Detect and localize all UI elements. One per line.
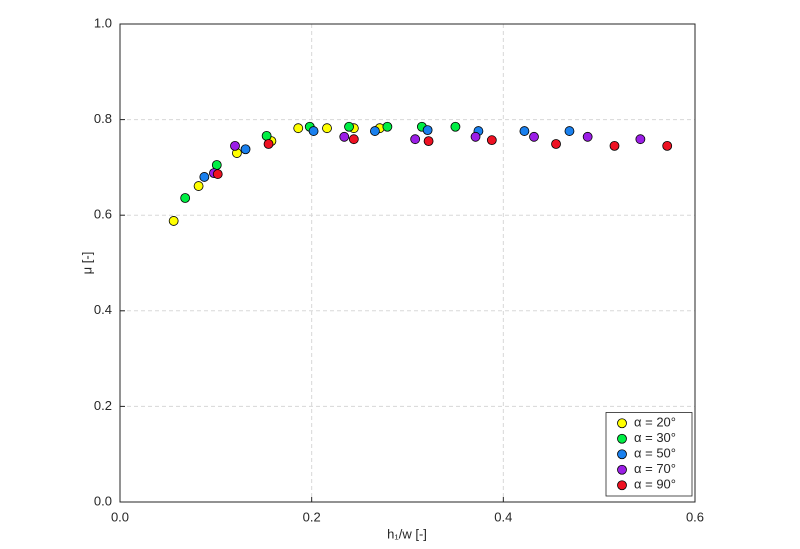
y-tick-label: 0.0 (94, 493, 112, 508)
legend-marker (617, 480, 627, 491)
plot-area (120, 24, 695, 502)
legend-label: α = 20° (634, 415, 676, 430)
point (308, 126, 319, 136)
y-tick-label: 0.8 (94, 111, 112, 126)
point (180, 193, 191, 203)
point (263, 139, 274, 149)
point (193, 181, 204, 191)
point (168, 216, 179, 226)
legend-marker (617, 449, 627, 460)
x-tick-label: 0.2 (303, 509, 321, 524)
point (564, 126, 575, 136)
legend-label: α = 50° (634, 446, 676, 461)
point (344, 121, 354, 132)
point (519, 126, 530, 136)
point (529, 131, 539, 142)
point (423, 136, 434, 147)
y-tick-label: 1.0 (94, 15, 112, 30)
point (261, 130, 272, 141)
x-tick-label: 0.4 (494, 509, 512, 524)
legend-marker (617, 464, 627, 475)
point (211, 160, 222, 170)
point (240, 144, 251, 155)
point (348, 134, 359, 145)
point (370, 126, 380, 136)
point (450, 121, 461, 132)
point (322, 123, 332, 134)
y-tick-label: 0.4 (94, 302, 112, 317)
legend-label: α = 70° (634, 461, 676, 476)
point (293, 123, 304, 134)
point (382, 121, 393, 132)
y-tick-label: 0.6 (94, 207, 112, 222)
point (230, 140, 240, 151)
point (339, 131, 350, 142)
point (609, 140, 620, 151)
point (470, 131, 481, 142)
plot-frame (119, 23, 696, 503)
legend-marker (617, 418, 627, 429)
legend-label: α = 90° (634, 477, 676, 492)
y-axis-label: μ [-] (79, 252, 94, 275)
point (662, 140, 673, 151)
point (410, 134, 421, 145)
x-tick-label: 0.0 (111, 509, 129, 524)
legend-marker (617, 433, 627, 444)
point (582, 131, 593, 142)
point (635, 134, 646, 145)
point (199, 172, 210, 182)
x-tick-label: 0.6 (686, 509, 704, 524)
point (422, 125, 433, 136)
point (551, 139, 561, 149)
y-tick-label: 0.2 (94, 398, 112, 413)
legend-label: α = 30° (634, 430, 676, 445)
point (212, 169, 223, 179)
x-axis-label: h₁/w [-] (387, 526, 427, 541)
point (486, 135, 497, 146)
